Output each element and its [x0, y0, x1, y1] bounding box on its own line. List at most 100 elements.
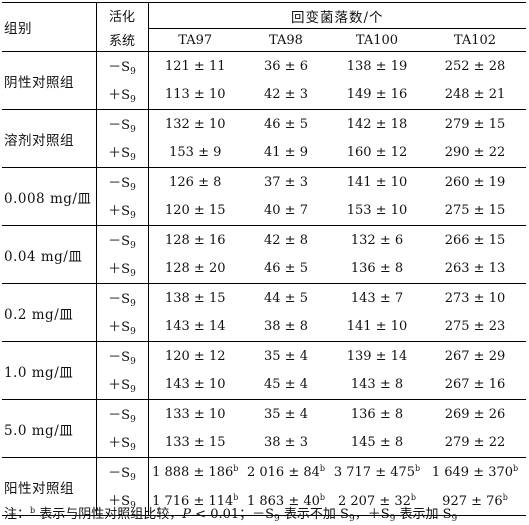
minus-s9-label: －S — [108, 233, 131, 249]
cell-value: 267 ± 29 — [444, 348, 506, 364]
value-cell: 160 ± 12 — [330, 139, 424, 168]
value-cell: 149 ± 16 — [330, 81, 424, 110]
cell-value: 38 ± 3 — [264, 435, 308, 451]
cell-value: 120 ± 12 — [164, 348, 226, 364]
value-cell: 1 716 ± 114b — [147, 486, 242, 516]
cell-value: 260 ± 19 — [444, 174, 506, 190]
cell-value: 138 ± 19 — [346, 58, 408, 74]
table-body: 阴性对照组 －S9 121 ± 11 36 ± 6 138 ± 19 252 ± 28 ＋S… — [2, 51, 526, 516]
significance-mark: b — [233, 464, 239, 474]
table-footnote: 注：b 表示与阴性对照组比较，P < 0.01；－S9 表示不加 S9，＋S9 … — [4, 503, 457, 524]
significance-mark: b — [233, 492, 239, 502]
cell-value: 275 ± 23 — [444, 319, 506, 335]
table-row: ＋S9 153 ± 9 41 ± 9 160 ± 12 290 ± 22 — [2, 138, 526, 168]
value-cell: 120 ± 12 — [147, 341, 242, 371]
group-label: 阳性对照组 — [2, 457, 96, 516]
activation-cell: ＋S9 — [95, 80, 148, 110]
value-cell: 2 207 ± 32b — [330, 486, 424, 516]
table-row: 0.008 mg/皿 －S9 126 ± 8 37 ± 3 141 ± 10 260 ± … — [2, 167, 526, 226]
cell-value: 143 ± 7 — [350, 290, 404, 306]
cell-value: 143 ± 8 — [350, 377, 404, 393]
table-row: 1.0 mg/皿 －S9 120 ± 12 35 ± 4 139 ± 14 267 ± 2… — [2, 341, 526, 400]
s9-subscript: 9 — [130, 385, 136, 396]
value-cell: 1 863 ± 40b — [242, 486, 330, 516]
cell-value: 120 ± 15 — [164, 203, 226, 219]
value-cell: 143 ± 14 — [147, 312, 242, 342]
cell-value: 113 ± 10 — [164, 87, 226, 103]
value-cell: 2 016 ± 84b — [242, 457, 330, 487]
note-sub1: 9 — [274, 514, 280, 524]
significance-mark: b — [502, 492, 508, 502]
cell-value: 153 ± 9 — [169, 145, 222, 161]
activation-cell: ＋S9 — [95, 196, 148, 226]
cell-value: 44 ± 5 — [264, 290, 308, 306]
value-cell: 143 ± 10 — [147, 370, 242, 400]
cell-value: 46 ± 5 — [264, 116, 308, 132]
header-activation-line2: 系统 — [95, 28, 148, 52]
plus-s9-label: ＋S — [108, 262, 131, 278]
header-revertants: 回变菌落数/个 — [147, 2, 526, 29]
value-cell: 153 ± 10 — [330, 197, 424, 226]
minus-s9-label: －S — [108, 465, 131, 481]
plus-s9-label: ＋S — [108, 494, 131, 510]
header-strain-ta102: TA102 — [424, 28, 526, 52]
value-cell: 279 ± 22 — [424, 429, 526, 458]
cell-value: 145 ± 8 — [350, 435, 404, 451]
cell-value: 1 888 ± 186 — [152, 465, 234, 481]
value-cell: 128 ± 20 — [147, 254, 242, 284]
value-cell: 3 717 ± 475b — [330, 457, 424, 487]
table-row: 阳性对照组 －S9 1 888 ± 186b 2 016 ± 84b 3 717 ± 4… — [2, 457, 526, 516]
cell-value: 1 716 ± 114 — [152, 493, 234, 509]
cell-value: 1 649 ± 370 — [431, 465, 514, 481]
significance-mark: b — [319, 492, 326, 502]
table-row: ＋S9 143 ± 10 45 ± 4 143 ± 8 267 ± 16 — [2, 370, 526, 400]
cell-value: 266 ± 15 — [444, 232, 506, 248]
group-label: 0.008 mg/皿 — [2, 167, 96, 226]
activation-cell: ＋S9 — [95, 370, 148, 400]
cell-value: 132 ± 10 — [164, 116, 226, 132]
minus-s9-label: －S — [108, 175, 131, 191]
header-strain-ta98: TA98 — [242, 28, 330, 52]
table-row: ＋S9 1 716 ± 114b 1 863 ± 40b 2 207 ± 32b 927… — [2, 486, 526, 516]
cell-value: 149 ± 16 — [346, 87, 408, 103]
note-sub2: 9 — [348, 514, 355, 524]
value-cell: 42 ± 8 — [242, 225, 330, 255]
value-cell: 252 ± 28 — [424, 51, 526, 81]
minus-s9-label: －S — [108, 291, 131, 307]
value-cell: 128 ± 16 — [147, 225, 242, 255]
cell-value: 1 863 ± 40 — [246, 493, 320, 509]
value-cell: 269 ± 26 — [424, 399, 526, 429]
cell-value: 42 ± 8 — [264, 232, 308, 248]
value-cell: 40 ± 7 — [242, 197, 330, 226]
minus-s9-label: －S — [108, 407, 131, 423]
note-text1: 表示与阴性对照组比较， — [35, 507, 183, 522]
cell-value: 128 ± 16 — [164, 232, 226, 248]
value-cell: 266 ± 15 — [424, 225, 526, 255]
cell-value: 141 ± 10 — [346, 319, 408, 335]
s9-subscript: 9 — [130, 269, 136, 280]
cell-value: 2 016 ± 84 — [246, 465, 320, 481]
activation-cell: ＋S9 — [95, 428, 148, 458]
s9-subscript: 9 — [130, 66, 136, 77]
significance-mark: b — [319, 464, 326, 474]
significance-mark: b — [410, 492, 417, 502]
header-activation-line1: 活化 — [95, 2, 148, 29]
cell-value: 136 ± 8 — [350, 406, 404, 422]
group-label: 5.0 mg/皿 — [2, 399, 96, 458]
group-label: 0.04 mg/皿 — [2, 225, 96, 284]
header-strain-ta100: TA100 — [330, 28, 424, 52]
s9-subscript: 9 — [130, 240, 136, 251]
value-cell: 126 ± 8 — [147, 167, 242, 197]
plus-s9-label: ＋S — [108, 146, 131, 162]
value-cell: 35 ± 4 — [242, 399, 330, 429]
value-cell: 136 ± 8 — [330, 399, 424, 429]
activation-cell: ＋S9 — [95, 312, 148, 342]
table-row: 溶剂对照组 －S9 132 ± 10 46 ± 5 142 ± 18 279 ± 15 — [2, 109, 526, 168]
minus-s9-label: －S — [108, 117, 131, 133]
value-cell: 132 ± 10 — [147, 109, 242, 139]
cell-value: 126 ± 8 — [169, 174, 222, 190]
cell-value: 267 ± 16 — [444, 377, 506, 393]
table-row: ＋S9 143 ± 14 38 ± 8 141 ± 10 275 ± 23 — [2, 312, 526, 342]
s9-subscript: 9 — [130, 95, 136, 106]
